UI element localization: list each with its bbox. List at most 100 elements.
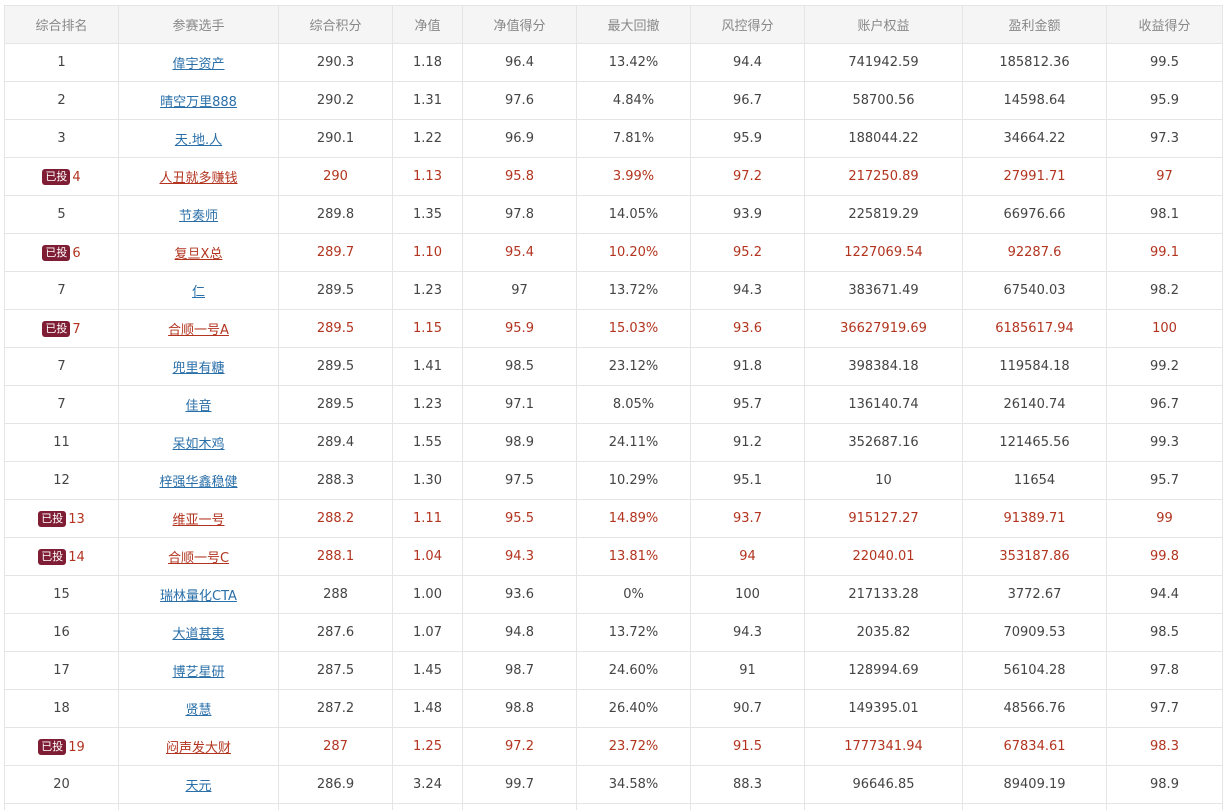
rank-value: 12 <box>53 473 70 488</box>
participant-link[interactable]: 维亚一号 <box>172 513 225 528</box>
nav-cell: 1.35 <box>392 195 463 234</box>
rank-cell: 15 <box>4 575 119 614</box>
nav-score-cell: 98.7 <box>462 651 577 690</box>
ranking-table-container: 综合排名 参赛选手 综合积分 净值 净值得分 最大回撤 风控得分 账户权益 盈利金额 收益得分 1… <box>4 5 1223 810</box>
participant-link[interactable]: 贤慧 <box>185 703 212 718</box>
risk-score-cell: 95.2 <box>690 233 805 272</box>
risk-score-cell: 100 <box>690 575 805 614</box>
nav-score-cell: 99.7 <box>462 765 577 804</box>
participant-link[interactable]: 合顺一号A <box>168 323 229 338</box>
equity-cell: 1777341.94 <box>804 727 963 766</box>
participant-link[interactable]: 天.地.人 <box>174 133 223 148</box>
name-cell: 佳音 <box>118 385 279 424</box>
table-row: 已投 7 合顺一号A 289.5 1.15 95.9 15.03% 93.6 36627919.… <box>4 309 1223 348</box>
drawdown-cell: 10.20% <box>576 233 691 272</box>
score-cell: 288.2 <box>278 499 393 538</box>
risk-score-cell: 95.7 <box>690 385 805 424</box>
participant-link[interactable]: 节奏师 <box>178 209 218 224</box>
participant-link[interactable]: 瑞林量化CTA <box>160 589 237 604</box>
participant-link[interactable]: 合顺一号C <box>167 551 230 566</box>
profit-cell: 92287.6 <box>962 233 1107 272</box>
profit-cell: 6185617.94 <box>962 309 1107 348</box>
participant-link[interactable]: 天元 <box>185 779 212 794</box>
profit-cell: 48566.76 <box>962 689 1107 728</box>
risk-score-cell: 95.1 <box>690 461 805 500</box>
equity-cell: 741942.59 <box>804 43 963 82</box>
risk-score-cell: 91.5 <box>690 727 805 766</box>
name-cell: 复旦X总 <box>118 233 279 272</box>
drawdown-cell: 24.60% <box>576 651 691 690</box>
rank-value: 17 <box>53 663 70 678</box>
participant-link[interactable]: 复旦X总 <box>174 247 223 262</box>
rank-value: 7 <box>57 283 66 298</box>
rank-value: 15 <box>53 587 70 602</box>
rank-cell: 已投 7 <box>4 309 119 348</box>
score-cell: 287.5 <box>278 651 393 690</box>
drawdown-cell: 0% <box>576 575 691 614</box>
rank-cell: 已投 4 <box>4 157 119 196</box>
participant-link[interactable]: 偉宇资产 <box>172 57 225 72</box>
return-score-cell: 98.9 <box>1106 765 1223 804</box>
risk-score-cell: 97.2 <box>690 157 805 196</box>
score-cell: 288 <box>278 575 393 614</box>
drawdown-cell: 23.72% <box>576 727 691 766</box>
table-row: 3 天.地.人 290.1 1.22 96.9 7.81% 95.9 188044.22 346… <box>4 119 1223 158</box>
rank-value: 5 <box>57 207 66 222</box>
profit-cell: 34664.22 <box>962 119 1107 158</box>
participant-link[interactable]: 呆如木鸡 <box>172 437 225 452</box>
rank-cell: 7 <box>4 347 119 386</box>
return-score-cell: 96.7 <box>1106 385 1223 424</box>
equity-cell: 398384.18 <box>804 347 963 386</box>
equity-cell: 136140.74 <box>804 385 963 424</box>
participant-link[interactable]: 大道甚夷 <box>172 627 225 642</box>
drawdown-cell: 7.81% <box>576 119 691 158</box>
rank-value: 6 <box>72 245 81 261</box>
participant-link[interactable]: 仁 <box>191 285 205 300</box>
table-row: 20 天元 286.9 3.24 99.7 34.58% 88.3 96646.85 89409… <box>4 765 1223 804</box>
nav-cell: 1.41 <box>392 347 463 386</box>
profit-cell: 11654 <box>962 461 1107 500</box>
participant-link[interactable]: 佳音 <box>185 399 212 414</box>
table-row: 17 博艺星研 287.5 1.45 98.7 24.60% 91 128994.69 5610… <box>4 651 1223 690</box>
nav-cell: 1.10 <box>392 233 463 272</box>
rank-value: 18 <box>53 701 70 716</box>
nav-score-cell: 97.2 <box>462 727 577 766</box>
participant-link[interactable]: 博艺星研 <box>172 665 225 680</box>
equity-cell: 58700.56 <box>804 81 963 120</box>
return-score-cell: 97 <box>1106 157 1223 196</box>
score-cell: 287.6 <box>278 613 393 652</box>
header-row: 综合排名 参赛选手 综合积分 净值 净值得分 最大回撤 风控得分 账户权益 盈利金额 收益得分 <box>4 5 1223 44</box>
drawdown-header: 最大回撤 <box>576 5 691 44</box>
drawdown-cell: 13.81% <box>576 537 691 576</box>
risk-score-cell: 93.9 <box>690 195 805 234</box>
invested-badge: 已投 <box>38 738 67 755</box>
profit-cell: 3772.67 <box>962 575 1107 614</box>
profit-cell: 27991.71 <box>962 157 1107 196</box>
rank-value: 16 <box>53 625 70 640</box>
participant-link[interactable]: 人丑就多赚钱 <box>159 171 238 186</box>
return-score-cell: 99.3 <box>1106 423 1223 462</box>
name-cell: 维亚一号 <box>118 499 279 538</box>
profit-cell: 70909.53 <box>962 613 1107 652</box>
rank-value: 19 <box>68 739 85 755</box>
nav-cell: 1.31 <box>392 81 463 120</box>
nav-score-cell: 97.1 <box>462 385 577 424</box>
rank-cell: 7 <box>4 385 119 424</box>
participant-link[interactable]: 闷声发大财 <box>165 741 231 756</box>
table-row: 已投 19 闷声发大财 287 1.25 97.2 23.72% 91.5 1777341.94… <box>4 727 1223 766</box>
participant-link[interactable]: 晴空万里888 <box>160 95 237 110</box>
risk-score-cell: 90.7 <box>690 689 805 728</box>
score-cell: 289.5 <box>278 347 393 386</box>
empty-cell <box>962 803 1107 810</box>
participant-link[interactable]: 兜里有糖 <box>172 361 225 376</box>
return-score-header: 收益得分 <box>1106 5 1223 44</box>
nav-cell: 1.15 <box>392 309 463 348</box>
empty-cell <box>118 803 279 810</box>
nav-cell: 3.24 <box>392 765 463 804</box>
rank-header: 综合排名 <box>4 5 119 44</box>
invested-badge: 已投 <box>38 548 67 565</box>
empty-cell <box>576 803 691 810</box>
score-cell: 287 <box>278 727 393 766</box>
participant-link[interactable]: 梓强华鑫稳健 <box>159 475 238 490</box>
rank-cell: 已投 19 <box>4 727 119 766</box>
